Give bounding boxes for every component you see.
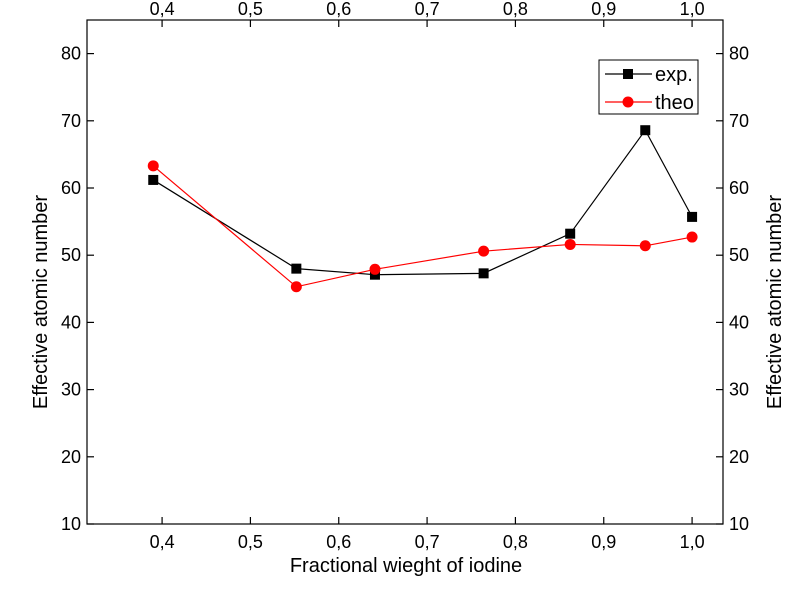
x-tick-label-bottom: 0,7 xyxy=(415,532,440,552)
y-tick-label-right: 50 xyxy=(729,245,749,265)
legend-marker xyxy=(623,69,633,79)
data-point xyxy=(687,211,698,222)
y-axis-title-right: Effective atomic number xyxy=(764,195,786,410)
series-line xyxy=(152,129,693,276)
y-axis-title-left: Effective atomic number xyxy=(30,195,52,410)
data-point xyxy=(565,228,576,239)
legend-item: exp. xyxy=(605,64,693,86)
series-layer xyxy=(147,125,698,293)
y-tick-label-left: 40 xyxy=(61,312,81,332)
x-tick-label-bottom: 0,8 xyxy=(503,532,528,552)
x-tick-label-bottom: 0,6 xyxy=(326,532,351,552)
legend-marker xyxy=(622,96,634,108)
data-point xyxy=(478,245,490,257)
legend: exp. theo xyxy=(598,59,699,115)
y-tick-label-right: 70 xyxy=(729,111,749,131)
data-point xyxy=(147,160,159,172)
legend-item: theo xyxy=(605,92,694,114)
x-tick-label-top: 0,9 xyxy=(591,0,616,19)
legend-box xyxy=(598,59,699,115)
x-tick-label-top: 0,7 xyxy=(415,0,440,19)
y-tick-label-left: 80 xyxy=(61,44,81,64)
data-point xyxy=(369,263,381,275)
data-point xyxy=(564,238,576,250)
data-point xyxy=(686,231,698,243)
y-tick-label-right: 40 xyxy=(729,312,749,332)
data-point xyxy=(290,281,302,293)
x-tick-label-top: 0,5 xyxy=(238,0,263,19)
x-tick-label-top: 1,0 xyxy=(680,0,705,19)
x-tick-label-top: 0,8 xyxy=(503,0,528,19)
data-point xyxy=(478,268,489,279)
plot-frame xyxy=(86,19,724,525)
x-tick-label-bottom: 0,5 xyxy=(238,532,263,552)
y-tick-label-left: 50 xyxy=(61,245,81,265)
data-point xyxy=(639,240,651,252)
y-tick-label-left: 20 xyxy=(61,447,81,467)
series-2 xyxy=(147,160,698,293)
x-tick-label-bottom: 0,4 xyxy=(150,532,175,552)
y-tick-label-right: 10 xyxy=(729,514,749,534)
y-tick-label-right: 30 xyxy=(729,380,749,400)
data-point xyxy=(148,174,159,185)
legend-label: exp. xyxy=(655,64,693,86)
y-tick-label-left: 70 xyxy=(61,111,81,131)
x-axis-title: Fractional wieght of iodine xyxy=(290,555,522,577)
axis-ticks: 0,4 0,4 0,5 0,5 0,6 0,6 0,7 0,7 0,8 0,8 0,9 0,9 1,0 1… xyxy=(61,0,749,552)
data-point xyxy=(291,263,302,274)
series-1 xyxy=(148,125,698,280)
y-tick-label-left: 60 xyxy=(61,178,81,198)
x-tick-label-bottom: 1,0 xyxy=(680,532,705,552)
x-tick-label-bottom: 0,9 xyxy=(591,532,616,552)
y-tick-label-left: 10 xyxy=(61,514,81,534)
legend-label: theo xyxy=(655,92,694,114)
y-tick-label-left: 30 xyxy=(61,380,81,400)
y-tick-label-right: 80 xyxy=(729,44,749,64)
series-line xyxy=(152,165,693,288)
data-point xyxy=(640,125,651,136)
y-tick-label-right: 60 xyxy=(729,178,749,198)
plot-border xyxy=(86,19,724,525)
x-tick-label-top: 0,4 xyxy=(150,0,175,19)
x-tick-label-top: 0,6 xyxy=(326,0,351,19)
y-tick-label-right: 20 xyxy=(729,447,749,467)
